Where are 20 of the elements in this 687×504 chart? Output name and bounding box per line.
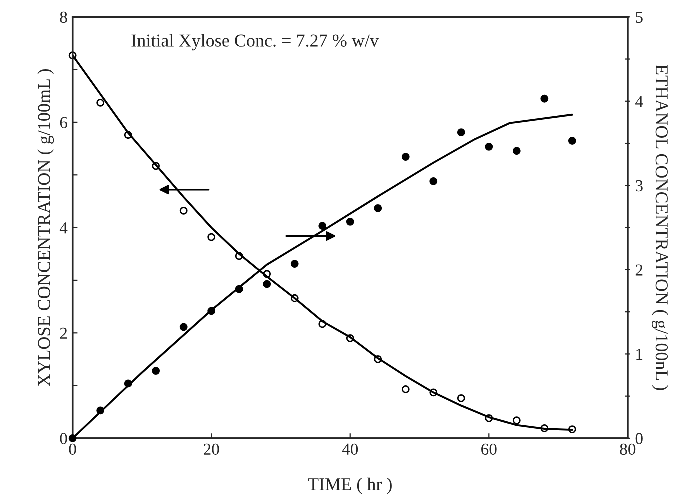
x-axis-title: TIME ( hr ) [308, 478, 392, 494]
y-tick-label: 2 [60, 328, 68, 339]
y-tick-label: 8 [60, 12, 68, 24]
y2-tick-label: 0 [636, 433, 643, 444]
y-tick-label: 0 [60, 433, 68, 444]
x-tick-label: 0 [69, 444, 76, 456]
x-tick-label: 20 [204, 444, 220, 456]
annotation: Initial Xylose Conc. = 7.27 % w/v [132, 34, 379, 51]
y2-tick-label: 1 [636, 348, 643, 360]
y2-axis-title: ETHANOL CONCENTRATION ( g/100nL ) [652, 65, 669, 390]
y-tick-label: 4 [60, 222, 68, 234]
x-tick-label: 60 [482, 444, 497, 456]
y2-tick-label: 3 [636, 180, 643, 192]
y2-tick-label: 5 [636, 12, 643, 24]
y-axis-title: XYLOSE CONCENTRATION ( g/100mL ) [38, 69, 54, 387]
y2-tick-label: 4 [636, 96, 644, 108]
y2-tick-label: 2 [636, 264, 643, 276]
x-tick-label: 80 [620, 444, 636, 456]
y-tick-label: 6 [60, 117, 68, 128]
x-tick-label: 40 [342, 444, 358, 456]
